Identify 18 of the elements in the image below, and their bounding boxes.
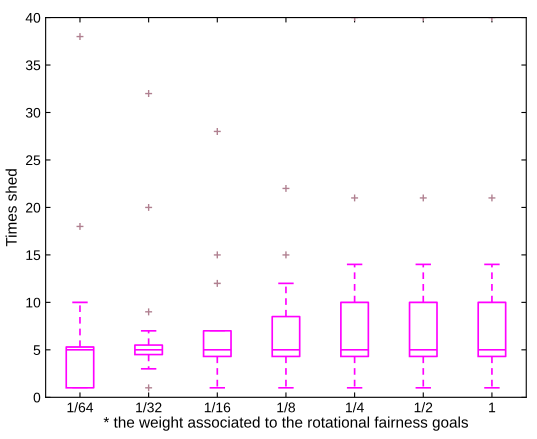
y-tick-label: 40 — [26, 12, 40, 23]
x-tick-label: 1 — [489, 402, 496, 412]
y-tick-label: 10 — [26, 298, 40, 308]
x-tick-label: 1/64 — [68, 402, 94, 412]
y-tick-label: 0 — [34, 392, 40, 402]
y-tick-label: 35 — [26, 60, 40, 70]
y-tick-label: 15 — [26, 250, 40, 260]
x-axis-title: * the weight associated to the rotational fairness goals — [104, 416, 468, 431]
y-tick-label: 20 — [26, 202, 40, 213]
y-tick-label: 5 — [34, 345, 40, 355]
x-tick-label: 1/2 — [414, 402, 432, 412]
x-tick-label: 1/4 — [346, 402, 364, 412]
x-tick-label: 1/16 — [204, 402, 230, 412]
y-axis-title: Times shed — [6, 169, 17, 246]
y-tick-label: 30 — [26, 108, 40, 118]
y-tick-label: 25 — [26, 155, 40, 166]
x-tick-label: 1/8 — [277, 402, 296, 412]
x-tick-label: 1/32 — [136, 402, 162, 412]
